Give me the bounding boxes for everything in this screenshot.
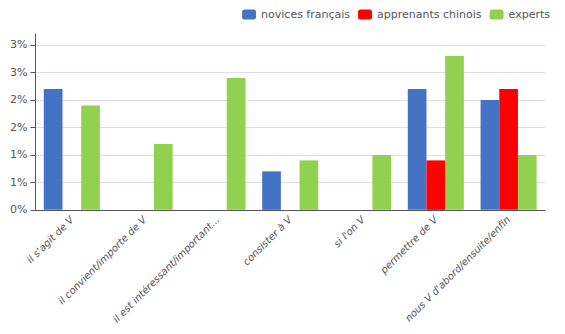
svg-text:novices français: novices français (261, 8, 350, 21)
svg-text:il est intéressant/important..: il est intéressant/important... (111, 214, 222, 325)
svg-text:1%: 1% (10, 176, 27, 189)
svg-text:il convient/importe de V: il convient/importe de V (56, 214, 149, 307)
svg-text:apprenants chinois: apprenants chinois (377, 8, 482, 21)
svg-text:experts: experts (509, 8, 551, 21)
svg-text:il s'agit de V: il s'agit de V (24, 213, 76, 265)
svg-text:2%: 2% (10, 121, 27, 134)
svg-text:si l'on V: si l'on V (331, 213, 367, 249)
svg-text:consister à V: consister à V (241, 213, 295, 267)
svg-text:nous V d'abord/ensuite/enfin: nous V d'abord/ensuite/enfin (403, 214, 513, 324)
svg-text:0%: 0% (10, 203, 27, 216)
svg-text:3%: 3% (10, 38, 27, 51)
svg-text:permettre de V: permettre de V (377, 213, 440, 276)
svg-text:2%: 2% (10, 93, 27, 106)
svg-text:1%: 1% (10, 148, 27, 161)
svg-text:3%: 3% (10, 66, 27, 79)
